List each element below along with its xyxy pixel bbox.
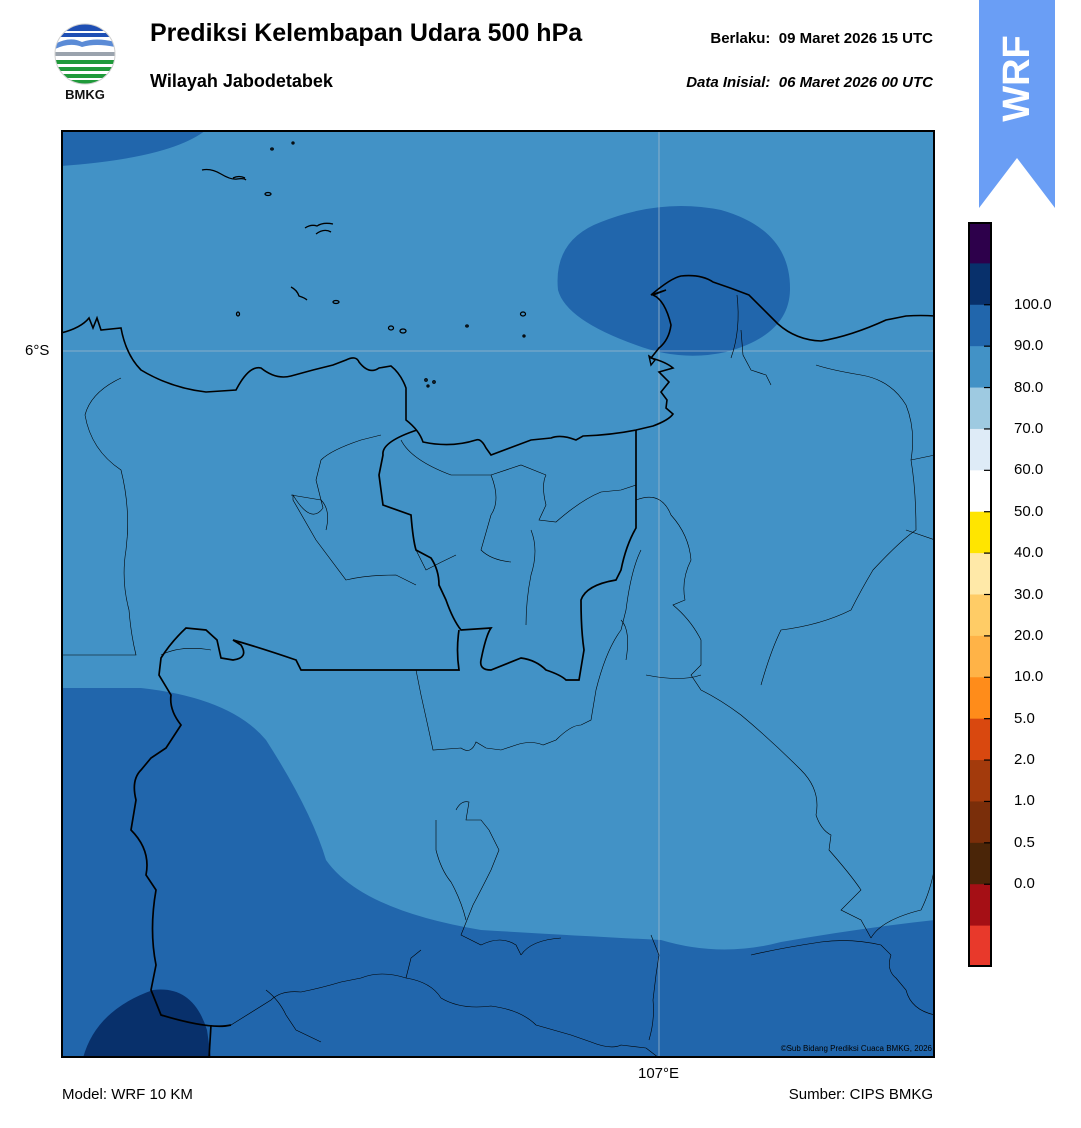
init-label: Data Inisial:: [686, 74, 771, 91]
colorbar-swatch: [968, 387, 992, 430]
colorbar-label: 100.0: [1014, 295, 1052, 313]
humidity-map[interactable]: [61, 130, 935, 1058]
humidity-band-80-90-northeast: [557, 206, 791, 356]
colorbar-swatch: [968, 635, 992, 678]
colorbar-swatch: [968, 718, 992, 761]
latitude-label-6s: 6°S: [25, 342, 50, 359]
colorbar-swatch: [968, 263, 992, 306]
colorbar-swatch: [968, 925, 992, 967]
colorbar-swatch: [968, 304, 992, 347]
humidity-band-90-100-southwest: [83, 989, 211, 1058]
longitude-label-107e: 107°E: [638, 1065, 680, 1082]
map-credit: ©Sub Bidang Prediksi Cuaca BMKG, 2026: [780, 1044, 932, 1053]
valid-label: Berlaku:: [710, 30, 771, 47]
colorbar-label: 50.0: [1014, 502, 1044, 520]
source-info: Sumber: CIPS BMKG: [788, 1086, 933, 1103]
colorbar-label: 70.0: [1014, 419, 1044, 437]
colorbar-swatch: [968, 677, 992, 720]
colorbar-label: 0.5: [1014, 833, 1035, 851]
colorbar-label: 5.0: [1014, 709, 1035, 727]
humidity-band-80-90-northwest: [61, 130, 206, 166]
colorbar-swatch: [968, 346, 992, 389]
init-time: Data Inisial: 06 Maret 2026 00 UTC: [686, 74, 933, 91]
humidity-colorbar: [968, 222, 992, 967]
map-subtitle: Wilayah Jabodetabek: [150, 71, 333, 91]
colorbar-swatch: [968, 842, 992, 885]
map-title: Prediksi Kelembapan Udara 500 hPa: [150, 19, 583, 47]
valid-value: 09 Maret 2026 15 UTC: [778, 30, 933, 47]
logo-text: BMKG: [65, 87, 105, 102]
colorbar-swatch: [968, 553, 992, 595]
wrf-badge: [979, 0, 1055, 208]
colorbar-label: 90.0: [1014, 337, 1044, 355]
regency-borders: [61, 294, 935, 1058]
colorbar-label: 40.0: [1014, 544, 1044, 562]
colorbar-label: 1.0: [1014, 792, 1035, 810]
colorbar-swatch: [968, 884, 992, 927]
colorbar-swatch: [968, 470, 992, 513]
colorbar-label: 0.0: [1014, 875, 1035, 893]
colorbar-swatch: [968, 801, 992, 844]
colorbar-swatch: [968, 594, 992, 637]
province-borders: [130, 429, 637, 1058]
colorbar-swatch: [968, 511, 992, 554]
colorbar-label: 2.0: [1014, 751, 1035, 769]
colorbar-swatch: [968, 428, 992, 471]
small-island-east: [647, 354, 657, 367]
colorbar-swatch: [968, 222, 992, 264]
colorbar-label: 80.0: [1014, 378, 1044, 396]
colorbar-label: 20.0: [1014, 626, 1044, 644]
colorbar-swatch: [968, 760, 992, 802]
colorbar-label: 30.0: [1014, 585, 1044, 603]
model-info: Model: WRF 10 KM: [62, 1086, 193, 1103]
init-value: 06 Maret 2026 00 UTC: [778, 74, 933, 91]
colorbar-label: 10.0: [1014, 668, 1044, 686]
humidity-band-80-90-south: [61, 688, 935, 1058]
islands: [201, 141, 527, 388]
valid-time: Berlaku: 09 Maret 2026 15 UTC: [710, 30, 933, 47]
coastline-north: [61, 274, 935, 456]
colorbar-label: 60.0: [1014, 461, 1044, 479]
bmkg-logo-icon: BMKG: [54, 23, 116, 102]
wrf-badge-label: WRF: [995, 34, 1038, 122]
